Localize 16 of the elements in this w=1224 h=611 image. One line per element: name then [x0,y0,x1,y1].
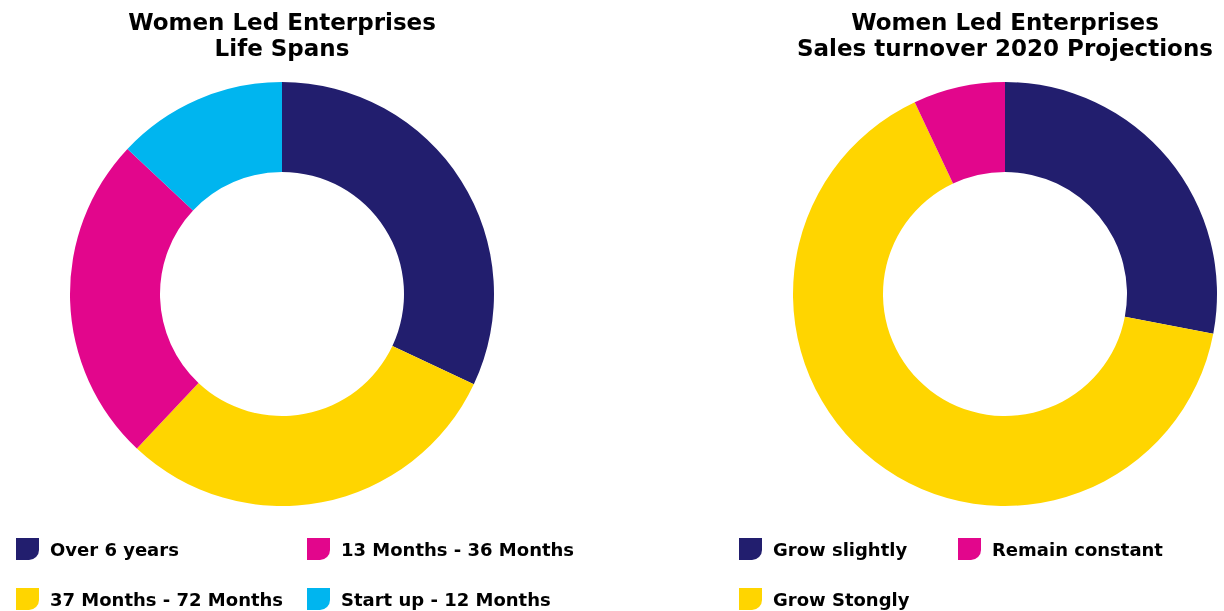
legend-label: Grow slightly [773,539,908,560]
legend-label: Grow Stongly [773,589,910,610]
donut-slice [127,82,282,211]
chart-title: Women Led Enterprises Sales turnover 2020 Projections [797,9,1213,61]
legend-label: 37 Months - 72 Months [50,589,284,610]
donut-slice [1005,82,1217,334]
legend-label: Start up - 12 Months [341,589,551,610]
legend-label: Over 6 years [50,539,179,560]
chart-title: Women Led Enterprises Life Spans [128,9,436,61]
donut-slice [282,82,494,385]
legend-label: 13 Months - 36 Months [341,539,575,560]
legend-label: Remain constant [992,539,1164,560]
donut-slice [914,82,1005,184]
donut-slice [136,345,474,506]
donut-slice [793,102,1214,506]
donut-slice [70,148,199,449]
